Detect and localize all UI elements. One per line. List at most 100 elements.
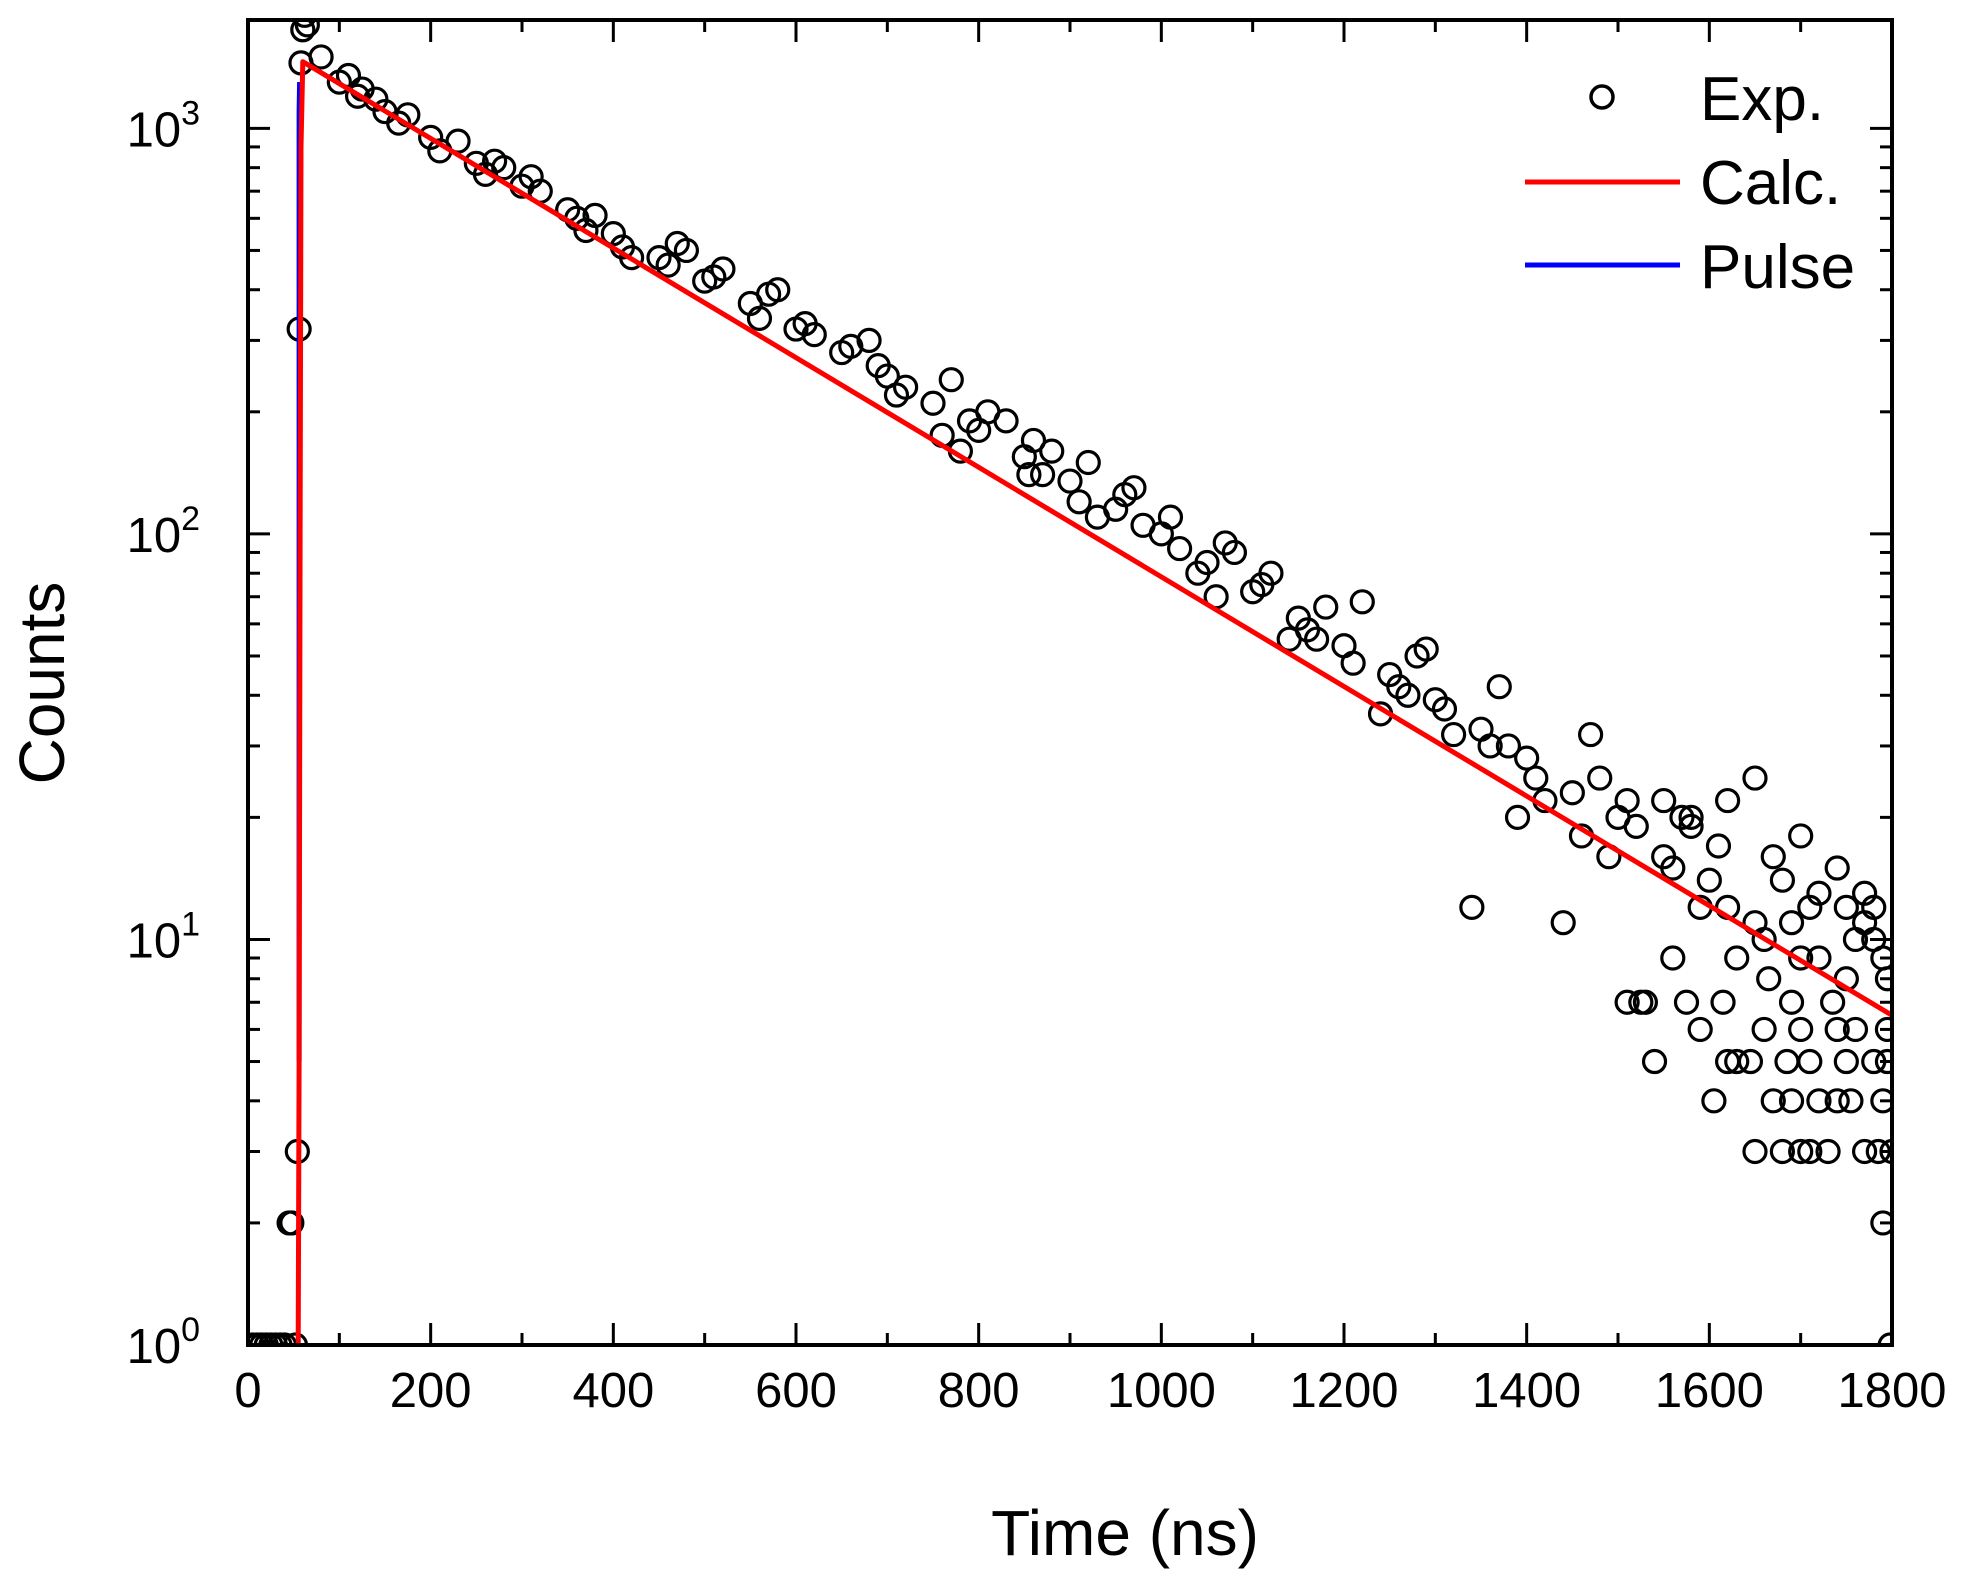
y-tick-label: 103 [127, 94, 200, 157]
exp-point [1833, 1048, 1859, 1075]
exp-point [1249, 571, 1275, 598]
exp-point [1514, 745, 1540, 771]
exp-point [1614, 989, 1640, 1015]
exp-point [1824, 1016, 1850, 1043]
exp-point [1221, 539, 1248, 566]
exp-point [746, 305, 773, 331]
exp-point [1701, 1088, 1727, 1114]
exp-point [1166, 535, 1193, 562]
plot-frame [246, 18, 1894, 1347]
exp-point [1769, 1138, 1796, 1165]
exp-point [1687, 1016, 1713, 1043]
legend-calc-label: Calc. [1700, 149, 1841, 218]
exp-point [1833, 894, 1859, 920]
exp-point [838, 333, 864, 359]
exp-point [1774, 1048, 1800, 1075]
exp-point [1788, 945, 1814, 971]
exp-point [1673, 989, 1700, 1015]
exp-point [1788, 1016, 1814, 1043]
y-tick-base: 10 [127, 1320, 182, 1374]
exp-point [1523, 765, 1549, 791]
exp-point [1742, 765, 1768, 791]
exp-point [920, 390, 946, 416]
exp-point [1623, 813, 1649, 840]
exp-point [1614, 787, 1640, 814]
y-tick-base: 10 [127, 914, 182, 968]
exp-point [1824, 1088, 1850, 1114]
exp-point [1039, 438, 1065, 464]
exp-point [792, 311, 818, 337]
exp-point [1760, 1088, 1786, 1114]
exp-point [1714, 787, 1741, 814]
exp-point [1112, 481, 1138, 508]
exp-point [1797, 1048, 1823, 1075]
exp-point [1874, 966, 1893, 992]
exp-point [1742, 1138, 1768, 1165]
exp-point [1737, 1048, 1764, 1075]
exp-point [1559, 780, 1585, 806]
exp-point [1778, 989, 1805, 1015]
exp-point [1820, 989, 1846, 1015]
exp-point [765, 277, 791, 303]
exp-point [1678, 804, 1704, 830]
exp-point [292, 20, 317, 28]
exp-point [1628, 989, 1654, 1015]
exp-point [1066, 489, 1092, 515]
y-tick-base: 10 [127, 509, 182, 563]
y-tick-exponent: 3 [181, 94, 200, 132]
exp-point [1696, 867, 1722, 893]
y-tick-exponent: 1 [181, 905, 200, 943]
x-tick-label: 1200 [1289, 1364, 1398, 1418]
exp-point [1824, 855, 1850, 881]
exp-point [701, 264, 727, 290]
exp-point [1386, 674, 1412, 700]
plot-area [248, 20, 1893, 1346]
exp-point [956, 408, 983, 434]
exp-point [1769, 867, 1796, 893]
calc-line [295, 59, 1893, 1346]
exp-point [1760, 844, 1786, 870]
x-tick-label: 1000 [1107, 1364, 1216, 1418]
exp-point [883, 382, 910, 408]
exp-point [1660, 945, 1686, 971]
exp-point [1756, 966, 1782, 992]
exp-point [1870, 1210, 1893, 1236]
x-axis-title: Time (ns) [991, 1497, 1259, 1569]
exp-point [279, 1210, 305, 1236]
exp-point [1788, 823, 1814, 849]
y-axis-title: Counts [6, 582, 78, 785]
exp-point [1669, 804, 1695, 830]
exp-point [518, 164, 544, 190]
exp-point [1874, 1016, 1893, 1043]
exp-point [290, 20, 316, 43]
exp-point [1157, 504, 1184, 530]
exp-point [1724, 1048, 1750, 1075]
exp-point [1797, 894, 1823, 920]
exp-point [1313, 594, 1339, 620]
legend-exp-label: Exp. [1700, 65, 1824, 134]
exp-point [1587, 765, 1613, 791]
legend-exp-marker-icon [1589, 84, 1615, 110]
exp-point [1057, 468, 1083, 494]
exp-point [1495, 733, 1522, 759]
exp-point [1651, 787, 1677, 814]
exp-point [1084, 504, 1111, 530]
exp-point [655, 252, 681, 278]
exp-point [1468, 716, 1494, 742]
x-tick-label: 600 [755, 1364, 837, 1418]
exp-point [1788, 1138, 1814, 1165]
exp-point [673, 237, 700, 264]
legend-pulse-label: Pulse [1700, 233, 1855, 302]
exp-point [294, 20, 320, 38]
exp-point [1751, 926, 1777, 953]
x-tick-label: 1800 [1837, 1364, 1946, 1418]
y-tick-label: 100 [127, 1311, 200, 1374]
exp-point [1185, 560, 1211, 586]
exp-point [1130, 512, 1156, 538]
exp-point [1440, 721, 1467, 748]
exp-point [1842, 926, 1869, 953]
y-tick-base: 10 [127, 103, 182, 157]
exp-point [1477, 733, 1503, 759]
exp-point [308, 44, 334, 70]
